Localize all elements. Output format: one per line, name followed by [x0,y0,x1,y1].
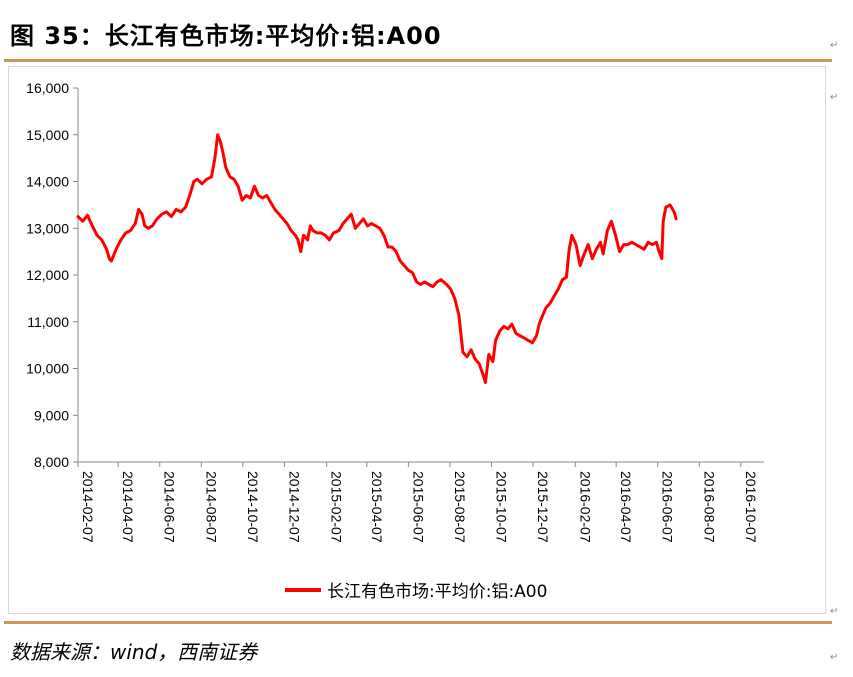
x-tick-label: 2015-02-07 [329,471,345,543]
x-tick-label: 2014-06-07 [162,471,178,543]
y-tick-label: 13,000 [26,220,69,236]
paragraph-mark: ↵ [830,92,839,103]
line-chart: 8,000 9,000 10,000 11,000 12,000 13,000 14,000… [26,80,764,543]
x-axis-layer: 2014-02-07 2014-04-07 2014-06-07 2014-08-07… [77,461,764,543]
y-tick-label: 11,000 [27,314,69,330]
source-note: 数据来源：wind，西南证券 [10,640,258,664]
y-tick-label: 12,000 [26,267,69,283]
x-tick-label: 2016-04-07 [618,471,634,543]
x-tick-label: 2015-04-07 [369,471,385,543]
legend: 长江有色市场:平均价:铝:A00 [285,577,547,602]
y-tick-label: 10,000 [26,361,69,377]
x-tick-label: 2016-06-07 [660,471,676,543]
chart-frame [8,66,826,614]
series-line [76,133,678,384]
y-tick-label: 16,000 [26,80,69,96]
page-title: 图 35：长江有色市场:平均价:铝:A00 [10,22,442,50]
bottom-divider [4,621,832,624]
x-tick-label: 2015-10-07 [494,471,510,543]
x-tick-label: 2014-12-07 [286,471,302,543]
x-tick-label: 2016-02-07 [577,471,593,543]
x-tick-label: 2015-12-07 [535,471,551,543]
x-tick-label: 2016-08-07 [701,471,717,543]
y-tick-label: 15,000 [26,127,69,143]
legend-label: 长江有色市场:平均价:铝:A00 [327,582,548,602]
x-tick-label: 2016-10-07 [743,471,759,543]
paragraph-mark: ↵ [830,40,839,51]
x-tick-label: 2014-04-07 [120,471,136,543]
series-layer [76,133,678,384]
x-tick-label: 2015-06-07 [410,471,426,543]
paragraph-mark: ↵ [830,606,839,617]
top-divider [4,59,832,62]
y-tick-label: 14,000 [26,174,69,190]
y-axis-layer: 8,000 9,000 10,000 11,000 12,000 13,000 14,000… [26,80,79,470]
x-tick-label: 2015-08-07 [452,471,468,543]
x-tick-label: 2014-08-07 [203,471,219,543]
paragraph-mark: ↵ [830,652,839,663]
x-tick-label: 2014-10-07 [245,471,261,543]
y-tick-label: 8,000 [34,454,69,470]
x-tick-label: 2014-02-07 [80,471,96,543]
y-tick-label: 9,000 [34,407,69,423]
legend-swatch [285,587,321,592]
